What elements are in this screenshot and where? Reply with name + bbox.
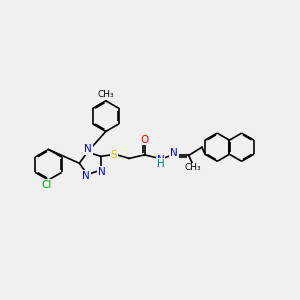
Text: N: N [84,144,92,154]
Text: N: N [157,154,164,165]
Text: CH₃: CH₃ [185,163,201,172]
Text: S: S [111,150,117,160]
Text: H: H [157,159,164,169]
Text: O: O [140,134,148,145]
Text: N: N [82,171,90,181]
Text: CH₃: CH₃ [98,90,114,99]
Text: N: N [170,148,178,158]
Text: Cl: Cl [42,180,52,190]
Text: N: N [98,167,106,177]
